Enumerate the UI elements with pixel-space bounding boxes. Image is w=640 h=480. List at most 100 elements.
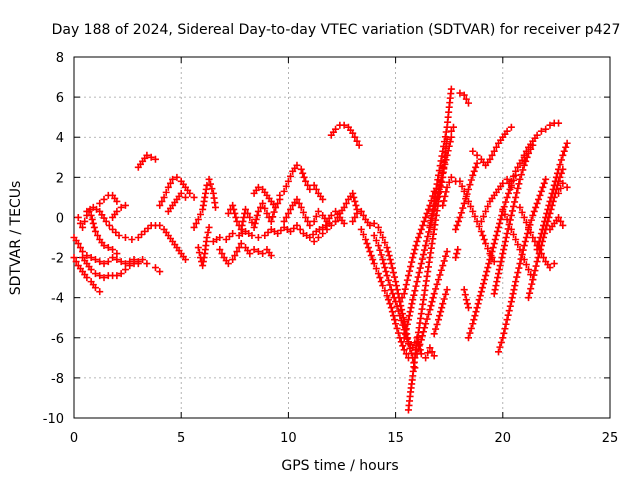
data-point <box>143 151 151 159</box>
data-point <box>105 221 113 229</box>
y-tick-label-7: 4 <box>56 131 64 146</box>
data-point <box>312 185 320 193</box>
data-point <box>323 225 331 233</box>
data-point <box>74 213 82 221</box>
data-point <box>382 268 390 276</box>
data-point <box>181 193 189 201</box>
data-point <box>447 133 455 141</box>
data-point <box>521 238 529 246</box>
data-point <box>413 238 421 246</box>
data-point <box>399 342 407 350</box>
data-point <box>559 221 567 229</box>
data-point <box>340 219 348 227</box>
data-point <box>212 203 220 211</box>
data-point <box>562 143 570 151</box>
data-point <box>560 147 568 155</box>
data-point <box>156 268 164 276</box>
y-tick-label-4: -2 <box>51 252 64 267</box>
data-point <box>267 217 275 225</box>
data-point <box>280 217 288 225</box>
data-point <box>462 296 470 304</box>
data-point <box>519 166 527 174</box>
data-point <box>472 163 480 171</box>
y-tick-label-6: 2 <box>56 171 64 186</box>
data-point <box>261 204 269 212</box>
data-point <box>349 129 357 137</box>
data-point <box>384 276 392 284</box>
data-point <box>379 234 387 241</box>
data-point <box>377 278 385 286</box>
data-point <box>388 308 396 316</box>
series-12 <box>190 175 220 231</box>
data-point <box>340 203 348 211</box>
data-point <box>507 298 515 306</box>
series-23 <box>357 225 412 362</box>
data-point <box>442 128 450 136</box>
data-point <box>422 354 430 362</box>
data-point <box>405 312 413 320</box>
data-point <box>332 125 340 133</box>
series-28 <box>413 248 451 358</box>
data-point <box>416 264 424 272</box>
data-point <box>508 294 516 302</box>
data-point <box>383 272 391 280</box>
series-27 <box>404 135 451 414</box>
data-point <box>516 203 524 211</box>
data-point <box>515 180 523 188</box>
data-point <box>327 211 335 219</box>
data-point <box>513 189 521 197</box>
data-point <box>530 271 538 279</box>
data-point <box>115 231 123 239</box>
data-point <box>397 338 405 346</box>
data-point <box>196 210 204 218</box>
data-point <box>134 258 142 266</box>
data-point <box>327 221 335 229</box>
data-point <box>502 198 510 206</box>
data-point <box>535 238 543 246</box>
data-point <box>456 89 464 97</box>
data-point <box>293 161 301 169</box>
data-point <box>421 246 429 254</box>
data-point <box>314 207 322 215</box>
data-point <box>299 169 307 177</box>
data-point <box>389 290 397 298</box>
data-point <box>517 171 525 179</box>
data-point <box>300 173 308 181</box>
series-18 <box>276 161 327 203</box>
data-point <box>555 189 563 197</box>
data-point <box>486 155 494 163</box>
data-point <box>439 201 447 209</box>
data-point <box>229 229 237 237</box>
data-point <box>319 195 327 203</box>
data-point <box>413 278 421 286</box>
data-point <box>430 330 438 338</box>
data-point <box>525 294 533 302</box>
data-point <box>242 205 250 213</box>
data-point <box>390 294 398 302</box>
data-point <box>177 189 185 197</box>
data-point <box>490 258 498 266</box>
data-point <box>87 254 95 262</box>
data-point <box>415 269 423 277</box>
x-tick-label-2: 10 <box>280 431 297 446</box>
data-point <box>503 193 511 201</box>
data-point <box>263 209 271 217</box>
data-point <box>427 217 435 225</box>
data-point <box>218 250 226 258</box>
data-point <box>501 238 509 246</box>
data-point <box>156 201 164 209</box>
data-point <box>507 183 515 191</box>
data-point <box>520 256 528 264</box>
data-point <box>532 203 540 211</box>
series-29 <box>426 85 455 229</box>
series-50 <box>555 179 571 197</box>
data-point <box>299 208 307 216</box>
data-point <box>306 221 314 229</box>
data-point <box>91 284 99 292</box>
data-point <box>557 184 565 192</box>
data-point <box>418 332 426 340</box>
data-point <box>454 217 462 225</box>
data-point <box>429 202 437 210</box>
data-point <box>529 234 537 241</box>
